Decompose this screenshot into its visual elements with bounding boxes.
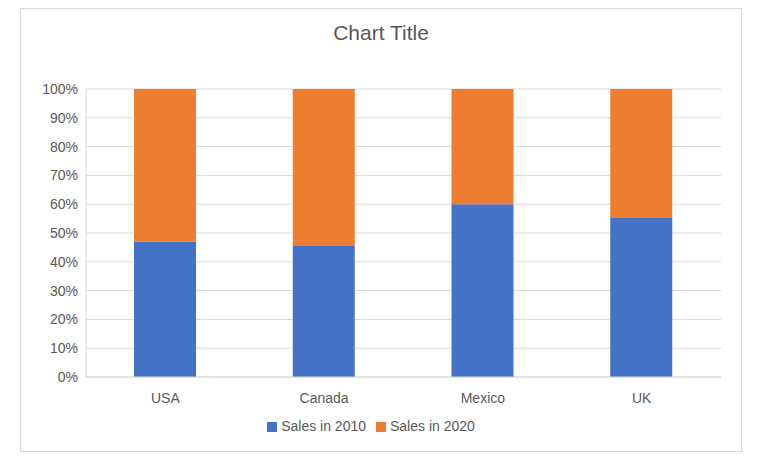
html-text:Chart Title: Chart Title xyxy=(333,21,429,44)
html-text:Sales in 2010: Sales in 2010 xyxy=(281,418,366,434)
svg-text:UK: UK xyxy=(632,390,652,406)
svg-text:Canada: Canada xyxy=(300,390,349,406)
svg-text:10%: 10% xyxy=(50,340,78,356)
svg-text:30%: 30% xyxy=(50,283,78,299)
svg-text:70%: 70% xyxy=(50,167,78,183)
html-text:Sales in 2020: Sales in 2020 xyxy=(390,418,475,434)
svg-text:20%: 20% xyxy=(50,311,78,327)
svg-text:50%: 50% xyxy=(50,225,78,241)
svg-text:40%: 40% xyxy=(50,254,78,270)
svg-text:0%: 0% xyxy=(58,369,78,385)
svg-text:90%: 90% xyxy=(50,110,78,126)
svg-text:Mexico: Mexico xyxy=(461,390,506,406)
svg-text:100%: 100% xyxy=(42,81,78,97)
svg-text:80%: 80% xyxy=(50,139,78,155)
svg-text:60%: 60% xyxy=(50,196,78,212)
svg-text:USA: USA xyxy=(151,390,180,406)
